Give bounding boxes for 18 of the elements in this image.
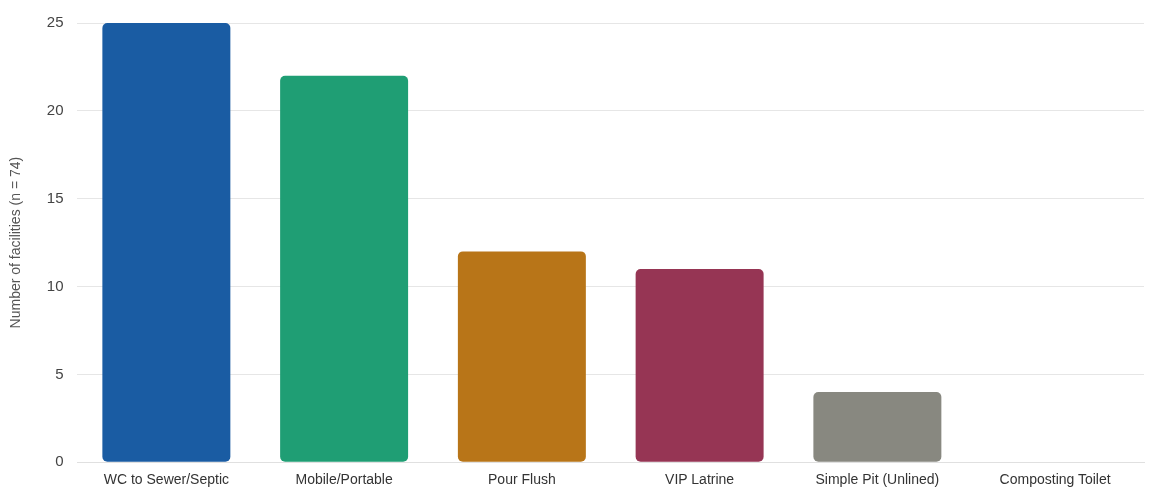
x-tick-label: Mobile/Portable: [295, 471, 393, 488]
x-tick-label: WC to Sewer/Septic: [103, 471, 229, 488]
y-tick-label: 5: [55, 364, 64, 382]
y-tick-label: 10: [46, 276, 64, 294]
y-tick-label: 15: [46, 188, 64, 206]
x-tick-label: Pour Flush: [488, 471, 556, 488]
y-tick-label: 25: [46, 13, 64, 31]
x-tick-label: Composting Toilet: [999, 471, 1111, 488]
bar: [813, 391, 942, 462]
bar: [102, 23, 231, 462]
y-tick-label: 20: [46, 100, 64, 118]
bar: [635, 268, 764, 462]
x-tick-label: VIP Latrine: [665, 471, 735, 488]
bar: [457, 251, 586, 462]
x-tick-label: Simple Pit (Unlined): [815, 471, 940, 488]
bar: [280, 75, 409, 462]
y-axis-title: Number of facilities (n = 74): [7, 156, 24, 329]
y-tick-label: 0: [55, 452, 64, 470]
